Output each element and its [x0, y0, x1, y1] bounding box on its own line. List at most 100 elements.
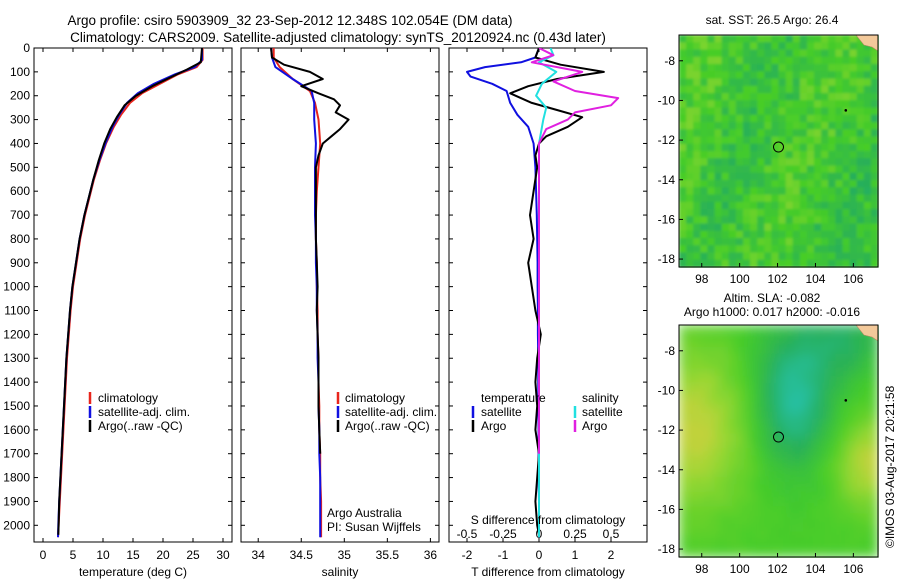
x-tick-label: 25 [186, 548, 200, 562]
map-cell [742, 114, 751, 123]
map-cell [714, 122, 723, 130]
map-cell [764, 245, 772, 254]
map-cell [686, 230, 694, 239]
map-cell [707, 455, 716, 464]
map-cell [679, 49, 687, 58]
map-cell [785, 42, 794, 51]
map-cell [799, 499, 808, 507]
map-cell [693, 151, 701, 159]
map-cell [686, 252, 694, 261]
map-cell [735, 151, 744, 159]
map-cell [750, 383, 758, 391]
map-cell [828, 462, 836, 471]
map-cell [686, 151, 694, 159]
map-cell [735, 245, 744, 254]
x-tick-label: 1 [572, 548, 579, 562]
map-cell [721, 201, 730, 210]
map-cell [707, 201, 716, 210]
map-cell [679, 259, 687, 268]
map-cell [735, 158, 744, 167]
map-cell [728, 78, 737, 87]
map-cell [771, 513, 780, 522]
map-cell [735, 470, 744, 478]
map-cell [750, 506, 758, 515]
map-cell [778, 542, 787, 551]
map-cell [792, 354, 801, 362]
map-cell [750, 100, 758, 109]
map-cell [778, 49, 787, 58]
map-cell [750, 245, 758, 254]
map-cell [721, 42, 730, 51]
map-cell [707, 93, 716, 101]
map-cell [842, 78, 851, 87]
map-cell [856, 332, 865, 341]
map-cell [735, 165, 744, 174]
map-cell [693, 361, 701, 370]
map-cell [785, 477, 794, 486]
map-cell [728, 143, 737, 152]
map-cell [821, 390, 829, 399]
map-cell [750, 455, 758, 464]
map-cell [799, 223, 808, 232]
map-cell [849, 100, 858, 109]
map-cell [771, 187, 780, 196]
map-cell [735, 93, 744, 101]
map-cell [714, 477, 723, 486]
map-cell [742, 129, 751, 138]
map-cell [757, 35, 765, 43]
map-cell [828, 506, 836, 515]
map-cell [679, 107, 687, 116]
map-cell [750, 122, 758, 130]
map-cell [821, 368, 829, 377]
map-cell [821, 325, 829, 333]
map-cell [849, 412, 858, 420]
map-cell [870, 441, 879, 449]
map-cell [735, 180, 744, 188]
profile-location-marker [773, 141, 784, 153]
map-cell [679, 477, 687, 486]
map-cell [771, 455, 780, 464]
map-cell [721, 49, 730, 58]
map-cell [785, 383, 794, 391]
map-cell [742, 455, 751, 464]
map-cell [764, 172, 772, 181]
map-cell [679, 122, 687, 130]
map-cell [778, 114, 787, 123]
map-cell [863, 375, 872, 384]
map-cell [835, 158, 844, 167]
map-cell [764, 332, 772, 341]
map-cell [863, 520, 872, 529]
map-cell [771, 441, 780, 449]
map-cell [806, 107, 815, 116]
map-cell [721, 462, 730, 471]
map-cell [785, 35, 794, 43]
map-cell [806, 93, 815, 101]
map-cell [799, 470, 808, 478]
map-cell [707, 78, 716, 87]
map-cell [870, 448, 879, 457]
map-cell [764, 85, 772, 94]
map-cell [842, 223, 851, 232]
map-cell [686, 491, 694, 500]
map-cell [778, 165, 787, 174]
map-cell [828, 383, 836, 391]
map-cell [799, 64, 808, 72]
map-cell [806, 129, 815, 138]
map-cell [856, 520, 865, 529]
map-cell [771, 412, 780, 420]
map-cell [679, 448, 687, 457]
map-cell [870, 122, 879, 130]
map-cell [806, 535, 815, 544]
map-cell [700, 325, 709, 333]
map-cell [856, 448, 865, 457]
map-cell [728, 259, 737, 268]
map-cell [728, 470, 737, 478]
map-cell [686, 462, 694, 471]
map-cell [821, 201, 829, 210]
map-cell [792, 477, 801, 486]
legend-heading-temperature: temperature [481, 391, 546, 405]
map-cell [828, 390, 836, 399]
map-cell [686, 100, 694, 109]
map-cell [814, 201, 822, 210]
map-cell [792, 209, 801, 217]
